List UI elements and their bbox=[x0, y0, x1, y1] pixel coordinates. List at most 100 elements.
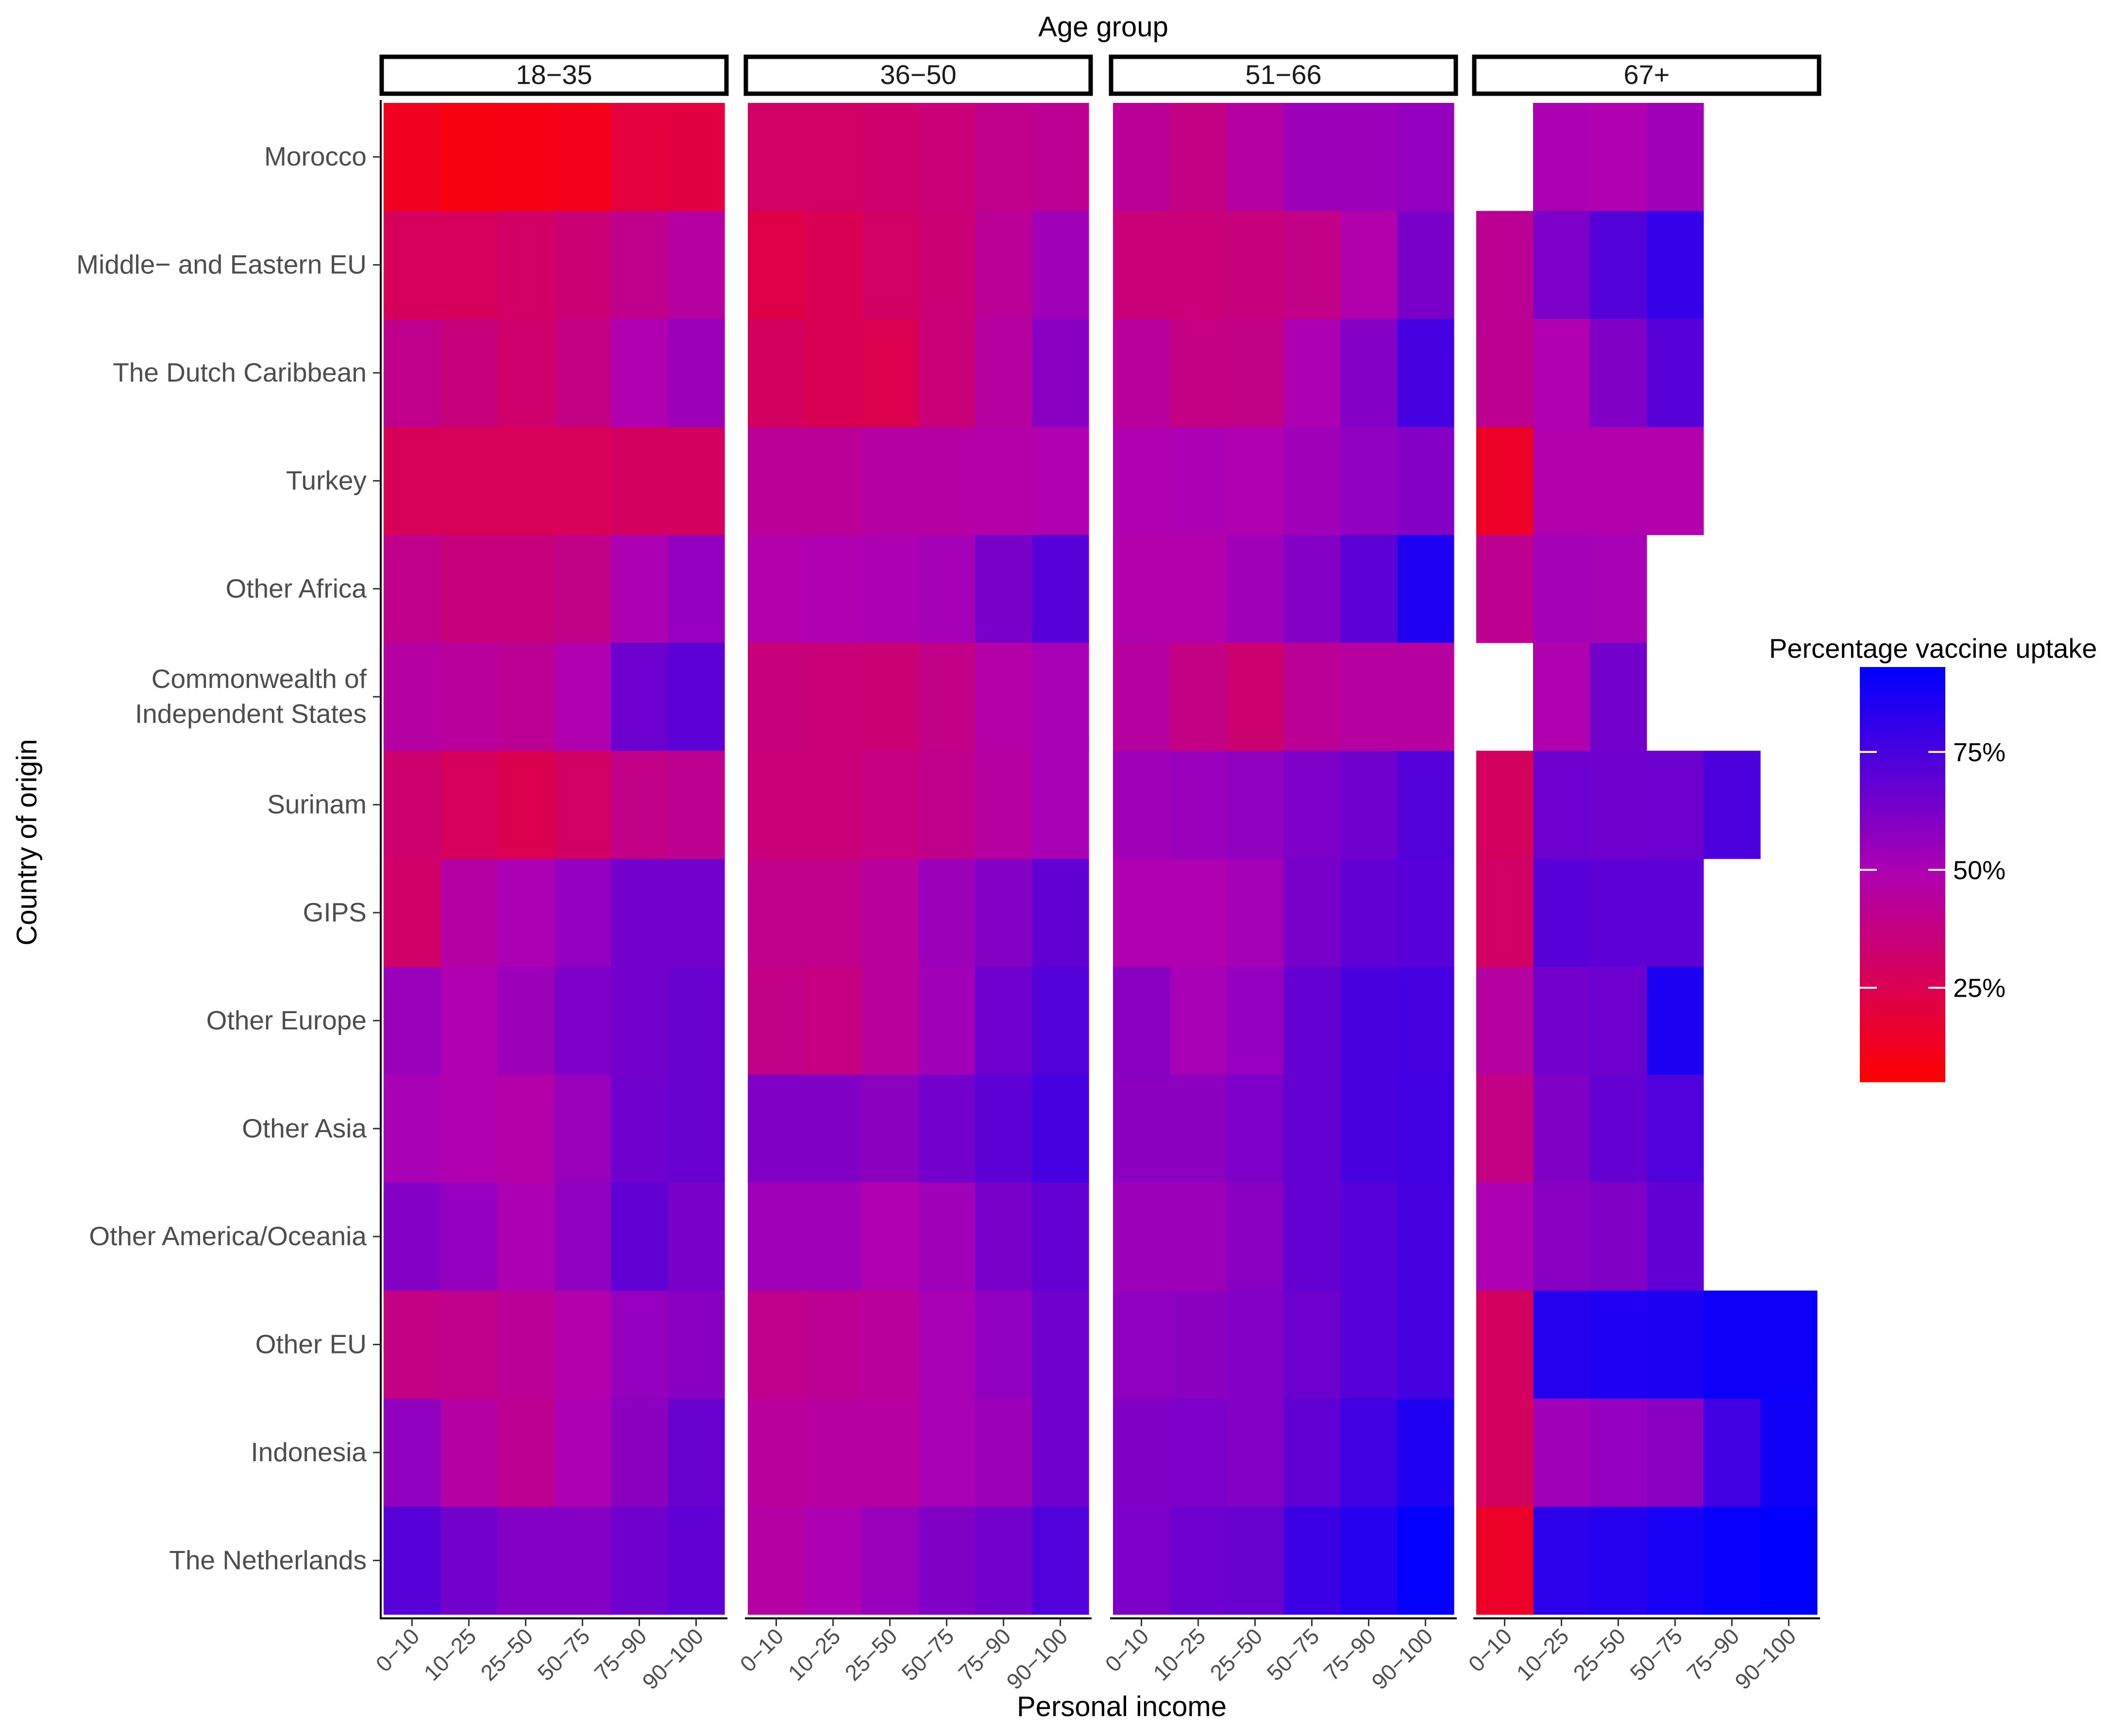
heatmap-cell bbox=[1476, 751, 1534, 859]
heatmap-cell bbox=[861, 1183, 919, 1291]
heatmap-cell bbox=[1590, 1183, 1647, 1291]
heatmap-cell bbox=[1340, 751, 1398, 859]
heatmap-cell bbox=[1340, 1183, 1398, 1291]
heatmap-cell bbox=[554, 858, 611, 967]
heatmap-cell bbox=[384, 967, 441, 1075]
heatmap-cell bbox=[668, 858, 725, 967]
heatmap-cell bbox=[497, 427, 555, 535]
heatmap-cell bbox=[805, 1398, 862, 1507]
heatmap-cell bbox=[1590, 1290, 1647, 1399]
heatmap-cell bbox=[861, 967, 919, 1075]
heatmap-cell bbox=[554, 1506, 611, 1615]
heatmap-cell bbox=[1397, 534, 1454, 643]
heatmap-cell bbox=[611, 1398, 668, 1507]
heatmap-cell bbox=[497, 318, 555, 427]
heatmap-cell bbox=[1476, 1506, 1534, 1615]
heatmap-cell bbox=[805, 103, 862, 211]
heatmap-cell bbox=[975, 967, 1032, 1075]
heatmap-cell bbox=[1113, 751, 1170, 859]
heatmap-cell bbox=[1590, 967, 1647, 1075]
heatmap-cell bbox=[1227, 318, 1284, 427]
x-tick-label: 25−50 bbox=[1205, 1623, 1267, 1686]
heatmap-cell bbox=[611, 967, 668, 1075]
facet-strip-label: 67+ bbox=[1624, 59, 1670, 90]
heatmap-cell bbox=[1227, 427, 1284, 535]
heatmap-cell bbox=[1113, 1506, 1170, 1615]
heatmap-cell bbox=[1340, 1074, 1398, 1183]
heatmap-cell bbox=[1227, 1074, 1284, 1183]
heatmap-cell bbox=[975, 751, 1032, 859]
heatmap-cell bbox=[1283, 1398, 1341, 1507]
heatmap-cell bbox=[668, 967, 725, 1075]
heatmap-cell bbox=[384, 427, 441, 535]
heatmap-cell bbox=[1113, 1183, 1170, 1291]
y-tick-label: Turkey bbox=[286, 465, 367, 495]
heatmap-cell bbox=[918, 1290, 976, 1399]
heatmap-cell bbox=[440, 534, 498, 643]
x-tick-label: 50−75 bbox=[896, 1623, 959, 1686]
heatmap-cell bbox=[497, 211, 555, 319]
heatmap-cell bbox=[1283, 534, 1341, 643]
heatmap-cell bbox=[1227, 534, 1284, 643]
heatmap-cell bbox=[1227, 751, 1284, 859]
facet-strip bbox=[743, 54, 1093, 96]
heatmap-cell bbox=[1590, 103, 1647, 211]
heatmap-cell bbox=[1340, 967, 1398, 1075]
heatmap-cell bbox=[805, 1183, 862, 1291]
heatmap-cell bbox=[554, 1290, 611, 1399]
heatmap-cell bbox=[861, 318, 919, 427]
heatmap-cell bbox=[1533, 1506, 1590, 1615]
heatmap-cell bbox=[554, 1074, 611, 1183]
heatmap-cell bbox=[384, 643, 441, 751]
heatmap-cell bbox=[1647, 1290, 1704, 1399]
heatmap-cell bbox=[1170, 427, 1227, 535]
heatmap-cell bbox=[1340, 1506, 1398, 1615]
y-tick-label: GIPS bbox=[303, 897, 367, 927]
facet-strip bbox=[379, 54, 729, 96]
heatmap-cell bbox=[1283, 1183, 1341, 1291]
heatmap-cell bbox=[497, 1506, 555, 1615]
heatmap-cell bbox=[1283, 427, 1341, 535]
heatmap-cell bbox=[1760, 1506, 1818, 1615]
heatmap-cell bbox=[1170, 751, 1227, 859]
x-tick-label: 90−100 bbox=[637, 1623, 708, 1694]
heatmap-cell bbox=[1283, 1074, 1341, 1183]
x-tick-label: 50−75 bbox=[532, 1623, 594, 1686]
heatmap-cell bbox=[1397, 103, 1454, 211]
heatmap-cell bbox=[440, 1398, 498, 1507]
heatmap-cell bbox=[1533, 534, 1590, 643]
heatmap-cell bbox=[748, 1074, 805, 1183]
heatmap-cell bbox=[1113, 967, 1170, 1075]
heatmap-cell bbox=[1760, 1398, 1818, 1507]
heatmap-cell bbox=[440, 643, 498, 751]
heatmap-cell bbox=[748, 211, 805, 319]
color-legend: Percentage vaccine uptake 25% 50% 75% bbox=[1769, 633, 2097, 1082]
heatmap-cell bbox=[1647, 1506, 1704, 1615]
heatmap-cell bbox=[1170, 967, 1227, 1075]
heatmap-cell bbox=[748, 858, 805, 967]
heatmap-cell bbox=[611, 751, 668, 859]
heatmap-cell bbox=[1647, 427, 1704, 535]
heatmap-cell bbox=[805, 211, 862, 319]
heatmap-cell bbox=[668, 643, 725, 751]
heatmap-cell bbox=[1397, 1183, 1454, 1291]
heatmap-cell bbox=[384, 751, 441, 859]
heatmap-cell bbox=[1476, 211, 1534, 319]
heatmap-cell bbox=[440, 1506, 498, 1615]
heatmap-cell bbox=[1397, 1290, 1454, 1399]
y-axis-title: Country of origin bbox=[11, 739, 43, 946]
heatmap-cell bbox=[918, 967, 976, 1075]
heatmap-cell bbox=[497, 751, 555, 859]
heatmap-cell bbox=[668, 211, 725, 319]
heatmap-cell bbox=[1032, 1183, 1089, 1291]
heatmap-cell bbox=[611, 1074, 668, 1183]
heatmap-cell bbox=[1476, 1183, 1534, 1291]
heatmap-cell bbox=[497, 643, 555, 751]
heatmap-cell bbox=[975, 318, 1032, 427]
heatmap-cell bbox=[1647, 1183, 1704, 1291]
heatmap-cell bbox=[1227, 1183, 1284, 1291]
heatmap-cell bbox=[554, 318, 611, 427]
heatmap-cell bbox=[1170, 103, 1227, 211]
heatmap-cell bbox=[611, 643, 668, 751]
heatmap-cell bbox=[1283, 858, 1341, 967]
